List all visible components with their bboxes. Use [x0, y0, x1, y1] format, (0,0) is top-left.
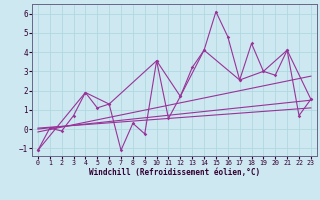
X-axis label: Windchill (Refroidissement éolien,°C): Windchill (Refroidissement éolien,°C)	[89, 168, 260, 177]
